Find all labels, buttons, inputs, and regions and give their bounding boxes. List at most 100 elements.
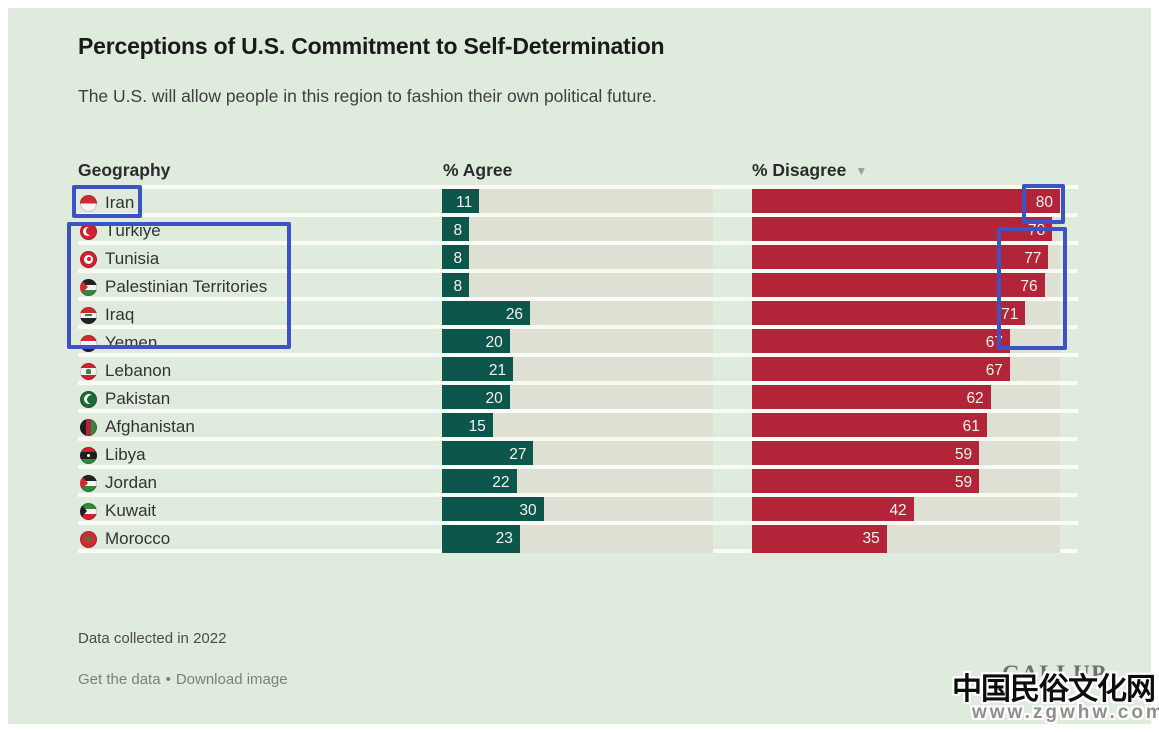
- table-row: Yemen 20 67: [78, 325, 1078, 357]
- agree-bar: 21: [442, 357, 514, 385]
- geography-cell: Libya: [78, 441, 146, 469]
- agree-bar: 8: [442, 245, 470, 273]
- table-row: Morocco 23 35: [78, 521, 1078, 553]
- agree-bar-track: 23: [442, 525, 713, 553]
- column-header-disagree[interactable]: % Disagree ▼: [752, 160, 867, 181]
- agree-bar: 20: [442, 385, 510, 413]
- disagree-value: 71: [1001, 306, 1019, 323]
- country-label: Jordan: [105, 473, 157, 492]
- agree-value: 21: [488, 362, 507, 379]
- iraq-flag-icon: [80, 306, 97, 324]
- column-header-geography: Geography: [78, 160, 171, 180]
- agree-bar: 22: [442, 469, 517, 497]
- download-image-link[interactable]: Download image: [175, 671, 288, 688]
- watermark-site-name: 中国民俗文化网: [952, 673, 1156, 706]
- agree-value: 30: [519, 502, 537, 519]
- country-label: Libya: [105, 445, 146, 464]
- agree-bar-track: 27: [442, 441, 713, 469]
- page-title: Perceptions of U.S. Commitment to Self-D…: [78, 33, 665, 59]
- agree-value: 26: [505, 306, 524, 323]
- table-row: Kuwait 30 42: [78, 493, 1078, 525]
- disagree-value: 61: [962, 418, 980, 435]
- agree-value: 8: [453, 250, 463, 267]
- disagree-value: 80: [1035, 194, 1053, 211]
- agree-bar: 27: [442, 441, 534, 469]
- disagree-bar: 42: [752, 497, 914, 525]
- disagree-bar: 76: [752, 273, 1045, 301]
- geography-cell: Palestinian Territories: [78, 273, 267, 301]
- disagree-value: 62: [966, 390, 984, 407]
- agree-bar-track: 20: [442, 329, 713, 357]
- agree-bar-track: 30: [442, 497, 713, 525]
- disagree-bar-track: 67: [752, 329, 1060, 357]
- tunisia-flag-icon: [80, 250, 97, 268]
- disagree-value: 77: [1024, 250, 1042, 267]
- disagree-bar-track: 76: [752, 273, 1060, 301]
- disagree-bar: 61: [752, 413, 987, 441]
- agree-bar: 30: [442, 497, 544, 525]
- disagree-bar: 59: [752, 469, 980, 497]
- agree-bar-track: 20: [442, 385, 713, 413]
- turkiye-flag-icon: [80, 222, 97, 240]
- sort-descending-icon: ▼: [855, 164, 868, 178]
- rows: Iran 11 80 Türkiye 8: [78, 185, 1078, 553]
- agree-bar-track: 8: [442, 245, 713, 273]
- disagree-bar-track: 71: [752, 301, 1060, 329]
- table-row: Lebanon 21 67: [78, 353, 1078, 385]
- agree-bar: 11: [442, 189, 480, 217]
- disagree-bar: 67: [752, 357, 1010, 385]
- agree-value: 8: [453, 222, 463, 239]
- agree-bar: 8: [442, 217, 470, 245]
- lebanon-flag-icon: [80, 362, 97, 380]
- agree-value: 23: [495, 530, 513, 547]
- agree-bar: 15: [442, 413, 493, 441]
- disagree-bar-track: 62: [752, 385, 1060, 413]
- agree-bar: 26: [442, 301, 531, 329]
- disagree-bar: 35: [752, 525, 887, 553]
- agree-value: 22: [492, 474, 510, 491]
- geography-cell: Jordan: [78, 469, 157, 497]
- agree-value: 11: [456, 194, 473, 211]
- geography-cell: Kuwait: [78, 497, 156, 525]
- disagree-bar: 78: [752, 217, 1053, 245]
- disagree-value: 35: [862, 530, 880, 547]
- table-row: Palestinian Territories 8 76: [78, 269, 1078, 301]
- agree-bar-track: 8: [442, 273, 713, 301]
- country-label: Palestinian Territories: [105, 277, 268, 296]
- agree-value: 8: [453, 278, 463, 295]
- table-row: Afghanistan 15 61: [78, 409, 1078, 441]
- country-label: Lebanon: [105, 361, 172, 380]
- agree-bar-track: 8: [442, 217, 713, 245]
- data-collection-note: Data collected in 2022: [78, 630, 227, 647]
- table-row: Iran 11 80: [78, 185, 1078, 217]
- pakistan-flag-icon: [80, 390, 97, 408]
- footer-links: Get the data • Download image: [78, 671, 288, 688]
- table-row: Iraq 26 71: [78, 297, 1078, 329]
- footer-links-separator: •: [165, 671, 171, 688]
- disagree-bar-track: 35: [752, 525, 1060, 553]
- watermark-site-url: www.zgwhw.com: [972, 702, 1159, 723]
- geography-cell: Tunisia: [78, 245, 159, 273]
- agree-bar: 23: [442, 525, 520, 553]
- country-label: Iraq: [105, 305, 135, 324]
- get-the-data-link[interactable]: Get the data: [78, 671, 161, 688]
- agree-bar-track: 26: [442, 301, 713, 329]
- country-label: Afghanistan: [105, 417, 195, 436]
- gallup-logo: GALLUP: [1002, 661, 1107, 686]
- agree-bar: 8: [442, 273, 470, 301]
- geography-cell: Morocco: [78, 525, 170, 553]
- disagree-bar: 62: [752, 385, 991, 413]
- disagree-bar-track: 59: [752, 441, 1060, 469]
- geography-cell: Iraq: [78, 301, 134, 329]
- annotation-box-iran-label: [72, 185, 142, 218]
- annotation-box-iran-value: [1022, 184, 1065, 224]
- annotation-box-country-labels: [67, 222, 291, 349]
- agree-value: 15: [468, 418, 486, 435]
- table-row: Jordan 22 59: [78, 465, 1078, 497]
- afghanistan-flag-icon: [80, 418, 97, 436]
- column-header-agree: % Agree: [443, 160, 513, 180]
- country-label: Morocco: [105, 529, 171, 548]
- disagree-bar-track: 59: [752, 469, 1060, 497]
- disagree-bar-track: 67: [752, 357, 1060, 385]
